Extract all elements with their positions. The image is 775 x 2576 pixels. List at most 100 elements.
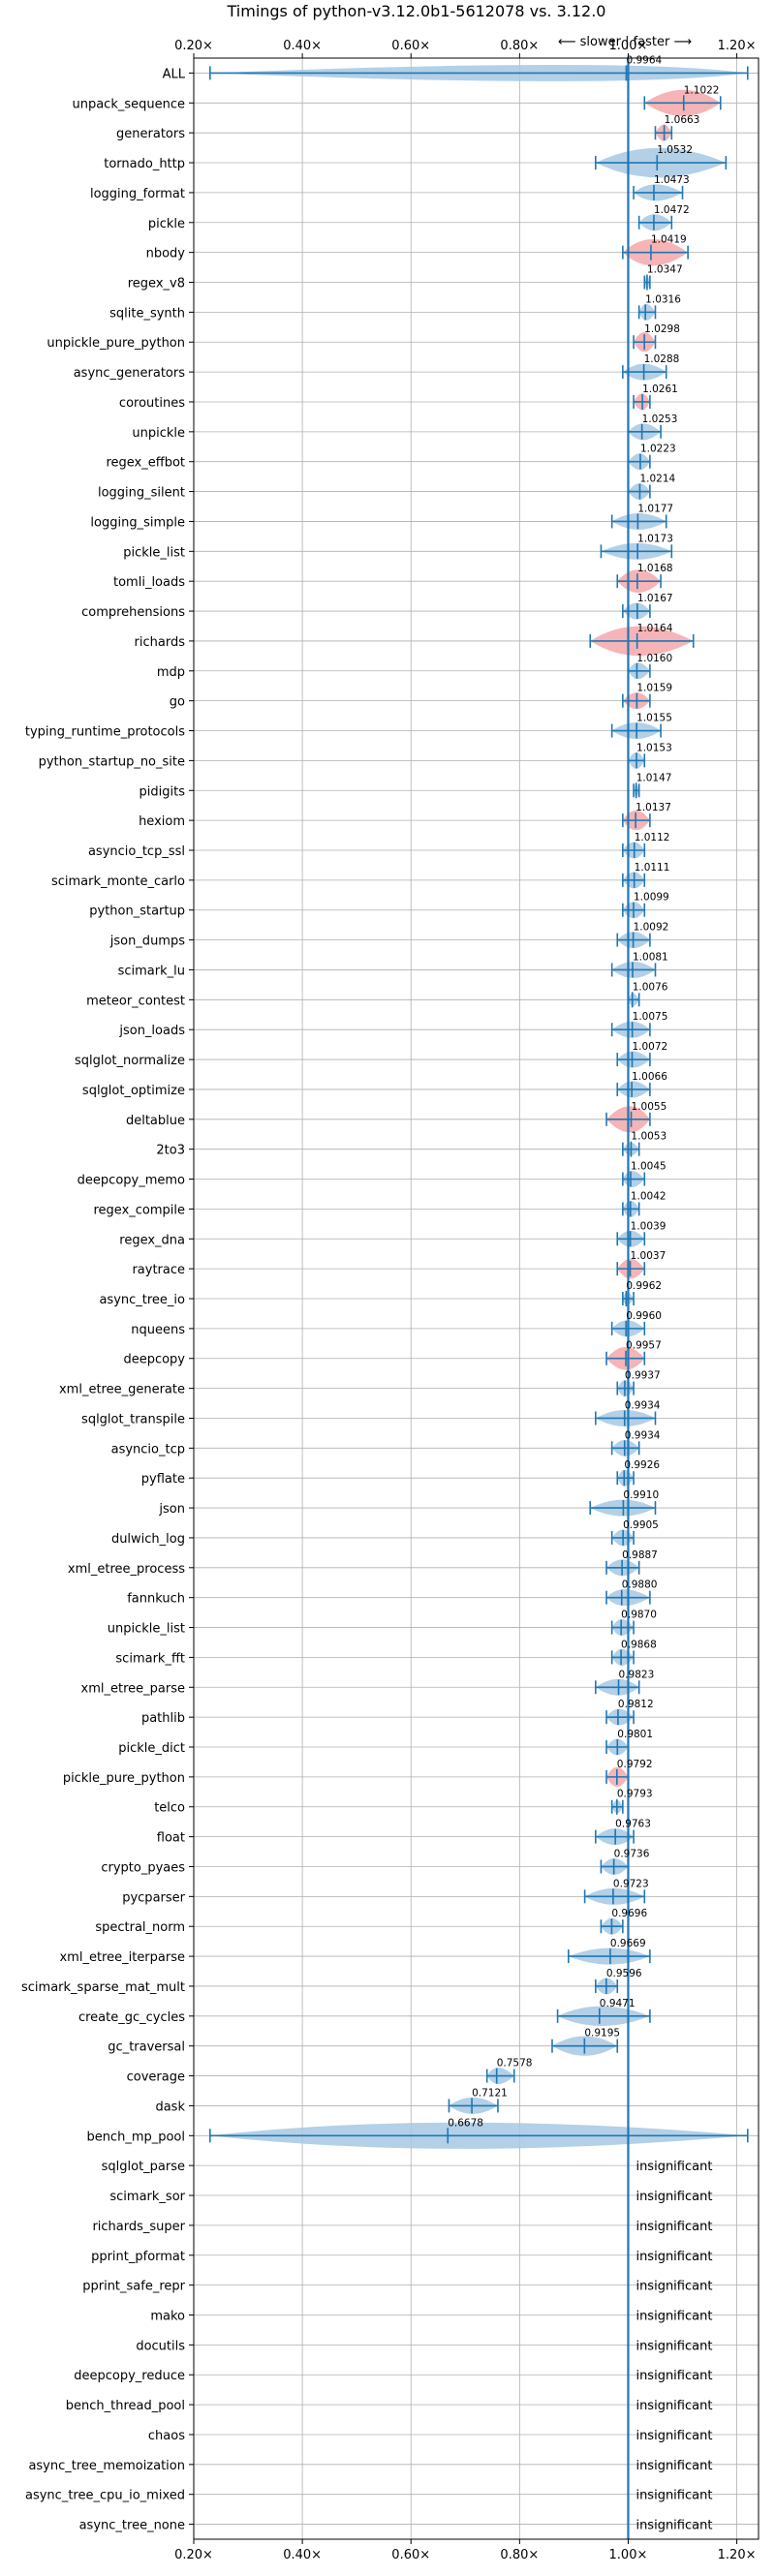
insignificant-label: insignificant (636, 2280, 712, 2294)
benchmark-label: float (157, 1831, 185, 1846)
value-label: 0.9962 (626, 1280, 662, 1292)
value-label: 0.9793 (617, 1789, 653, 1800)
insignificant-label: insignificant (636, 2250, 712, 2264)
value-label: 1.0419 (651, 234, 687, 246)
value-label: 0.7121 (472, 2087, 508, 2099)
value-label: 1.0111 (635, 862, 670, 874)
value-label: 0.9696 (611, 1908, 647, 1919)
value-label: 0.9926 (624, 1459, 660, 1471)
x-tick-label-bottom: 0.40× (283, 2548, 322, 2562)
benchmark-label: nbody (146, 247, 186, 261)
benchmark-label: python_startup_no_site (39, 754, 185, 769)
benchmark-label: pickle_dict (118, 1741, 185, 1756)
benchmark-label: meteor_contest (86, 994, 185, 1008)
benchmark-label: sqlglot_parse (102, 2160, 185, 2174)
benchmark-label: richards (135, 635, 186, 650)
benchmark-label: ALL (163, 67, 186, 81)
benchmark-label: asyncio_tcp_ssl (88, 844, 185, 859)
value-label: 1.0173 (637, 533, 673, 544)
benchmark-label: json (158, 1502, 185, 1517)
benchmark-label: raytrace (132, 1263, 185, 1277)
benchmark-label: bench_mp_pool (86, 2130, 185, 2144)
benchmark-label: coverage (127, 2070, 185, 2085)
value-label: 1.0072 (632, 1041, 667, 1053)
value-label: 0.9812 (618, 1699, 654, 1710)
benchmark-label: tomli_loads (113, 575, 185, 590)
benchmark-label: scimark_sor (109, 2190, 185, 2204)
direction-note: ⟵ slower | faster ⟶ (558, 35, 692, 49)
benchmark-label: xml_etree_generate (59, 1383, 185, 1397)
value-label: 0.9905 (623, 1519, 659, 1531)
benchmark-label: xml_etree_process (68, 1562, 185, 1577)
benchmark-label: hexiom (139, 814, 185, 829)
value-label: 0.9471 (600, 1998, 636, 2009)
value-label: 1.0092 (634, 922, 669, 934)
benchmark-label: pprint_safe_repr (82, 2280, 185, 2294)
value-label: 1.0253 (642, 414, 678, 425)
value-label: 1.0053 (631, 1131, 666, 1143)
value-label: 0.9736 (614, 1848, 650, 1859)
value-label: 0.9801 (617, 1729, 653, 1740)
value-label: 1.0153 (636, 742, 672, 753)
value-label: 1.0081 (633, 951, 668, 963)
benchmark-label: xml_etree_parse (81, 1681, 185, 1696)
benchmark-label: unpickle_list (108, 1622, 185, 1637)
benchmark-label: unpickle (132, 426, 185, 441)
value-label: 1.0261 (642, 383, 678, 395)
insignificant-label: insignificant (636, 2309, 712, 2323)
benchmark-label: tornado_http (104, 157, 185, 171)
value-label: 0.9880 (622, 1579, 658, 1591)
x-tick-label-top: 0.20× (174, 39, 213, 53)
benchmark-label: 2to3 (156, 1144, 185, 1158)
x-tick-label-bottom: 0.60× (391, 2548, 430, 2562)
x-tick-label-top: 1.00× (609, 39, 648, 53)
benchmark-label: coroutines (119, 396, 185, 411)
benchmark-label: richards_super (92, 2220, 185, 2234)
value-label: 1.0042 (631, 1190, 666, 1202)
value-label: 0.9669 (610, 1938, 646, 1949)
value-label: 0.9195 (584, 2028, 620, 2039)
benchmark-label: pyflate (141, 1472, 185, 1487)
insignificant-label: insignificant (636, 2160, 712, 2174)
insignificant-label: insignificant (636, 2190, 712, 2204)
benchmark-label: unpack_sequence (72, 97, 185, 111)
insignificant-label: insignificant (636, 2519, 712, 2533)
benchmark-label: mdp (157, 665, 185, 680)
insignificant-label: insignificant (636, 2399, 712, 2413)
benchmark-label: go (170, 695, 185, 710)
benchmark-label: regex_effbot (106, 456, 185, 471)
value-label: 1.0155 (636, 713, 672, 724)
value-label: 0.9792 (617, 1759, 653, 1770)
benchmark-label: pickle_pure_python (63, 1771, 185, 1786)
benchmark-label: typing_runtime_protocols (25, 725, 185, 740)
x-tick-label-top: 1.20× (718, 39, 757, 53)
benchmark-label: json_dumps (109, 935, 185, 949)
insignificant-label: insignificant (636, 2459, 712, 2473)
x-tick-label-top: 0.40× (283, 39, 322, 53)
value-label: 1.0066 (632, 1071, 667, 1083)
value-label: 1.0472 (654, 204, 690, 216)
value-label: 0.9934 (625, 1399, 661, 1411)
value-label: 1.0137 (636, 802, 671, 813)
x-tick-label-bottom: 0.20× (174, 2548, 213, 2562)
benchmark-label: bench_thread_pool (66, 2399, 185, 2413)
value-label: 0.7578 (497, 2058, 533, 2070)
benchmark-label: pathlib (141, 1711, 185, 1726)
benchmark-label: deepcopy (123, 1353, 185, 1367)
value-label: 0.9937 (625, 1370, 661, 1382)
insignificant-label: insignificant (636, 2220, 712, 2234)
insignificant-label: insignificant (636, 2369, 712, 2383)
value-label: 0.6678 (448, 2117, 483, 2129)
value-label: 0.9964 (626, 54, 662, 66)
benchmark-label: nqueens (131, 1323, 185, 1337)
value-label: 1.0214 (639, 474, 675, 485)
benchmark-label: python_startup (89, 905, 185, 919)
insignificant-label: insignificant (636, 2489, 712, 2503)
value-label: 1.0347 (647, 264, 683, 276)
value-label: 1.0168 (637, 563, 673, 574)
value-label: 1.0177 (637, 503, 673, 514)
benchmark-label: logging_format (90, 187, 185, 201)
value-label: 0.9823 (619, 1669, 655, 1680)
benchmark-label: create_gc_cycles (78, 2010, 185, 2025)
